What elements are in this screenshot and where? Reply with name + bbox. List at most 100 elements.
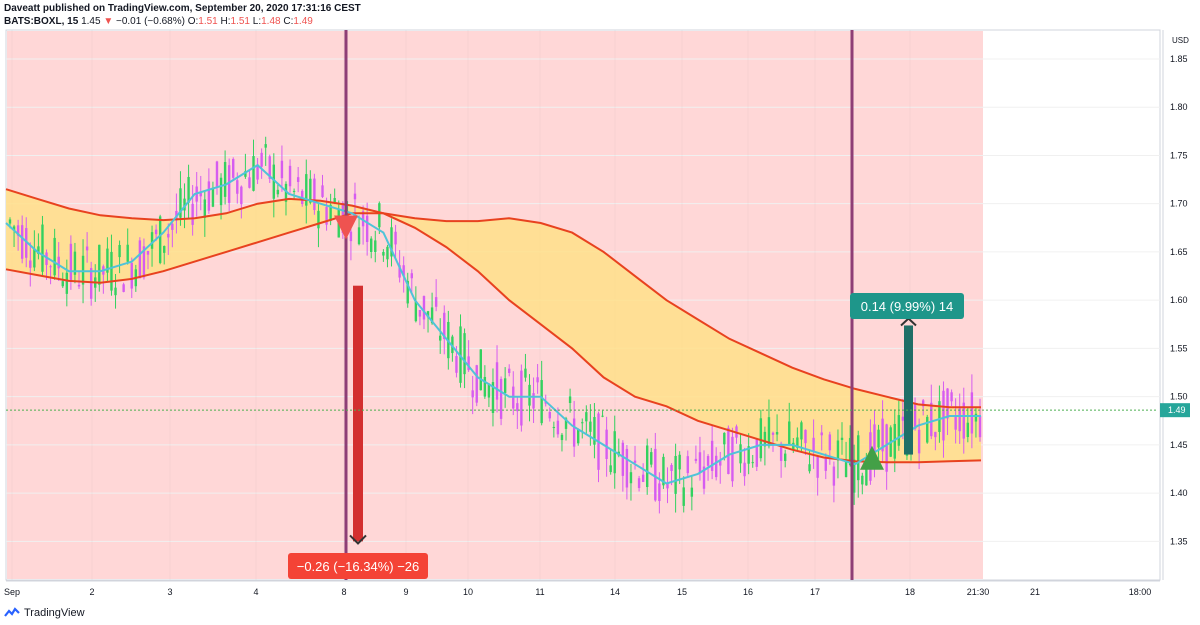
candle-body (938, 401, 941, 432)
candle-body (378, 203, 381, 228)
candle-body (309, 178, 312, 203)
candle-body (934, 431, 937, 438)
candle-body (921, 400, 925, 407)
y-tick-label: 1.55 (1170, 343, 1188, 353)
candle-body (702, 466, 706, 489)
candle-body (893, 423, 896, 459)
candle-body (244, 171, 247, 177)
candle-body (698, 452, 702, 473)
candle-body (605, 429, 608, 459)
candle-body (520, 370, 523, 426)
candle-body (828, 434, 832, 451)
candle-body (85, 246, 89, 251)
publisher-line: Daveatt published on TradingView.com, Se… (4, 3, 361, 14)
y-tick-label: 1.45 (1170, 440, 1188, 450)
candle-body (434, 297, 438, 307)
candle-body (73, 251, 77, 275)
x-tick-label: 14 (610, 587, 620, 597)
candle-body (913, 404, 917, 430)
candle-body (706, 456, 710, 466)
x-tick-label: 3 (167, 587, 172, 597)
candle-body (645, 445, 649, 488)
candle-body (641, 474, 645, 482)
candle-body (775, 432, 779, 435)
candle-body (41, 224, 44, 272)
candle-body (503, 378, 507, 393)
x-tick-label: 10 (463, 587, 473, 597)
ma-fast-line (5, 163, 981, 485)
candle-body (126, 244, 129, 262)
candle-body (499, 378, 503, 419)
candle-body (670, 464, 673, 471)
candle-body (816, 456, 819, 478)
y-tick-label: 1.70 (1170, 199, 1188, 209)
candle-body (930, 402, 933, 437)
candle-body (771, 432, 775, 435)
candle-body (25, 228, 28, 258)
candle-body (471, 390, 474, 398)
candle-body (840, 437, 844, 440)
candle-body (467, 356, 470, 371)
candle-body (625, 448, 629, 488)
x-tick-label: 11 (535, 587, 544, 597)
candle-body (394, 231, 397, 245)
candle-body (978, 415, 982, 438)
ma-upper-line (5, 188, 981, 409)
candle-body (804, 429, 807, 444)
candle-body (487, 384, 491, 398)
candle-body (491, 382, 495, 414)
candle-body (69, 243, 73, 281)
candle-body (114, 287, 117, 296)
candle-body (532, 393, 535, 409)
short-trade-label: −0.26 (−16.34%) −26 (297, 559, 420, 574)
y-tick-label: 1.35 (1170, 536, 1188, 546)
candle-body (382, 251, 385, 256)
candle-body (962, 402, 965, 439)
long-trade-bar (904, 325, 913, 455)
candle-body (138, 240, 142, 279)
candle-body (581, 422, 584, 424)
candle-body (479, 349, 482, 391)
candle-body (386, 246, 389, 260)
candle-body (788, 421, 791, 445)
candle-body (812, 437, 815, 452)
candle-body (61, 281, 64, 287)
candle-body (276, 189, 280, 195)
candle-body (296, 177, 300, 182)
candle-body (227, 165, 231, 203)
candle-body (426, 311, 430, 318)
candle-body (483, 376, 487, 397)
candle-body (53, 237, 56, 276)
candle-body (926, 416, 929, 443)
tradingview-logo-icon (4, 607, 20, 617)
candle-body (65, 272, 69, 294)
candle-body (694, 458, 698, 461)
candle-body (414, 300, 418, 322)
candle-body (848, 437, 852, 466)
symbol: BATS:BOXL, 15 (4, 16, 79, 27)
candle-body (800, 422, 803, 440)
candle-body (739, 444, 742, 464)
candle-body (146, 250, 150, 255)
candle-body (406, 280, 409, 304)
candle-body (877, 429, 880, 448)
candle-body (678, 454, 681, 470)
candle-body (223, 161, 227, 197)
candle-body (609, 465, 612, 473)
candle-body (572, 418, 576, 447)
candle-body (430, 307, 434, 324)
y-tick-label: 1.85 (1170, 54, 1188, 64)
candle-body (187, 176, 190, 203)
candle-body (723, 432, 726, 445)
candle-body (280, 160, 284, 179)
candle-body (260, 152, 263, 167)
short-trade-bar (353, 285, 363, 542)
candle-body (755, 439, 758, 467)
x-tick-label: 9 (403, 587, 408, 597)
x-tick-label: 15 (677, 587, 687, 597)
candle-body (881, 418, 884, 452)
candle-body (633, 460, 637, 463)
candle-body (650, 452, 653, 465)
x-tick-label: 18 (905, 587, 915, 597)
